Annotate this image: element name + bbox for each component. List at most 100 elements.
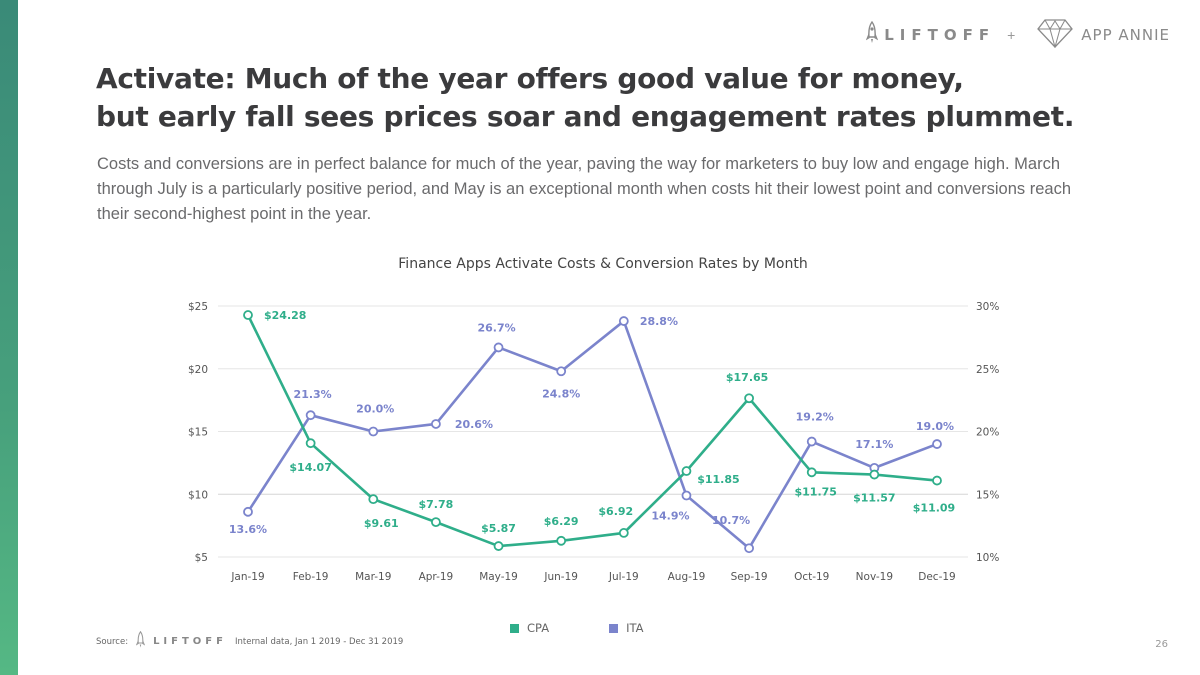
data-point-ita — [493, 342, 504, 353]
legend-item-ita: ITA — [609, 621, 644, 635]
x-axis-tick-label: Apr-19 — [419, 571, 454, 583]
data-labels: 13.6% 21.3% 20.0% 20.6% 26.7% 24.8% 28.8% 14.9%… — [229, 309, 955, 536]
grid-lines — [218, 305, 968, 558]
data-point-ita — [431, 419, 441, 429]
rocket-icon — [865, 20, 879, 50]
x-axis-tick-label: Oct-19 — [794, 571, 829, 583]
left-axis-tick-label: $15 — [188, 427, 208, 439]
x-axis-tick-label: Mar-19 — [355, 571, 391, 583]
data-point-cpa — [556, 535, 567, 546]
chart-title: Finance Apps Activate Costs & Conversion… — [398, 256, 808, 272]
x-axis-ticks: Jan-19 Feb-19 Mar-19 Apr-19 May-19 Jun-19 Jul-… — [230, 571, 955, 583]
chart-legend: CPA ITA — [510, 621, 644, 635]
data-point-ita — [368, 426, 379, 437]
right-axis-ticks: 10% 15% 20% 25% 30% — [976, 301, 999, 564]
data-label-cpa: $11.85 — [697, 473, 739, 486]
headline-line-2: but early fall sees prices soar and enga… — [96, 100, 1075, 133]
data-point-cpa — [493, 541, 504, 551]
data-label-cpa: $5.87 — [481, 522, 516, 535]
x-axis-tick-label: Dec-19 — [918, 571, 955, 583]
x-axis-tick-label: May-19 — [479, 571, 518, 583]
legend-item-cpa: CPA — [510, 621, 549, 635]
accent-side-bar — [0, 0, 18, 675]
data-label-cpa: $9.61 — [364, 517, 399, 530]
left-axis-tick-label: $10 — [188, 489, 208, 501]
headline-line-1: Activate: Much of the year offers good v… — [96, 62, 964, 95]
app-annie-logo: APP ANNIE — [1037, 18, 1170, 53]
source-label: Source: — [96, 636, 129, 647]
data-point-ita — [305, 410, 316, 421]
data-label-ita: 13.6% — [229, 523, 267, 536]
data-label-cpa: $11.75 — [795, 485, 837, 498]
logo-separator: + — [1007, 27, 1016, 43]
x-axis-tick-label: Sep-19 — [731, 571, 768, 583]
data-label-cpa: $11.57 — [853, 492, 895, 505]
source-liftoff-wordmark: LIFTOFF — [153, 636, 227, 647]
x-axis-tick-label: Jan-19 — [230, 571, 264, 583]
legend-swatch-cpa — [510, 623, 519, 633]
page-headline: Activate: Much of the year offers good v… — [96, 60, 1136, 136]
legend-label-ita: ITA — [626, 621, 644, 635]
header-logos: LIFTOFF + APP ANNIE — [865, 18, 1170, 53]
data-label-cpa: $14.07 — [289, 461, 331, 474]
data-label-ita: 19.0% — [916, 420, 954, 433]
data-point-ita — [744, 543, 754, 554]
diamond-icon — [1037, 18, 1074, 53]
data-point-cpa — [681, 466, 692, 476]
right-axis-tick-label: 10% — [976, 552, 999, 564]
data-point-ita — [932, 439, 942, 449]
x-axis-tick-label: Nov-19 — [856, 571, 893, 583]
data-point-cpa — [431, 517, 441, 528]
x-axis-tick-label: Jun-19 — [543, 571, 578, 583]
data-label-ita: 14.9% — [651, 510, 689, 523]
x-axis-tick-label: Feb-19 — [293, 571, 329, 583]
series-line-ita — [246, 319, 938, 550]
data-point-cpa — [243, 310, 253, 320]
data-label-ita: 28.8% — [640, 315, 678, 328]
left-axis-tick-label: $20 — [188, 364, 208, 376]
data-label-ita: 17.1% — [855, 438, 893, 451]
summary-paragraph: Costs and conversions are in perfect bal… — [97, 155, 1072, 223]
right-axis-tick-label: 15% — [976, 489, 999, 501]
data-point-ita — [618, 316, 629, 326]
data-label-cpa: $6.92 — [598, 505, 633, 518]
data-point-cpa — [368, 494, 379, 505]
legend-swatch-ita — [609, 623, 619, 633]
data-label-ita: 20.6% — [455, 418, 493, 431]
data-point-cpa — [618, 528, 629, 538]
x-axis-tick-label: Aug-19 — [668, 571, 706, 583]
x-axis-tick-label: Jul-19 — [608, 571, 639, 583]
data-label-cpa: $17.65 — [726, 371, 768, 384]
left-axis-tick-label: $5 — [195, 552, 208, 564]
app-annie-wordmark: APP ANNIE — [1081, 26, 1170, 44]
data-point-cpa — [305, 438, 316, 449]
rocket-icon — [135, 630, 146, 653]
data-label-ita: 21.3% — [294, 388, 332, 401]
data-label-cpa: $6.29 — [544, 515, 579, 528]
right-axis-tick-label: 20% — [976, 427, 999, 439]
data-point-ita — [681, 490, 692, 501]
liftoff-wordmark: LIFTOFF — [884, 26, 996, 44]
data-label-cpa: $24.28 — [264, 309, 306, 322]
data-label-cpa: $11.09 — [913, 502, 955, 515]
data-point-cpa — [744, 393, 754, 404]
series — [243, 310, 942, 554]
page-number: 26 — [1155, 639, 1168, 650]
data-label-ita: 24.8% — [542, 387, 580, 400]
data-label-ita: 19.2% — [796, 411, 834, 424]
data-point-cpa — [932, 475, 942, 486]
series-line-cpa — [246, 314, 938, 548]
data-point-ita — [556, 366, 567, 377]
data-point-ita — [806, 436, 817, 447]
data-label-ita: 10.7% — [712, 514, 750, 527]
right-axis-tick-label: 30% — [976, 301, 999, 313]
data-label-cpa: $7.78 — [419, 498, 454, 511]
legend-label-cpa: CPA — [527, 621, 550, 635]
source-note: Internal data, Jan 1 2019 - Dec 31 2019 — [234, 636, 404, 647]
left-axis-ticks: $5 $10 $15 $20 $25 — [188, 301, 208, 564]
data-point-cpa — [869, 469, 880, 480]
liftoff-logo: LIFTOFF — [865, 20, 996, 50]
data-point-cpa — [806, 467, 817, 478]
right-axis-tick-label: 25% — [976, 364, 999, 376]
